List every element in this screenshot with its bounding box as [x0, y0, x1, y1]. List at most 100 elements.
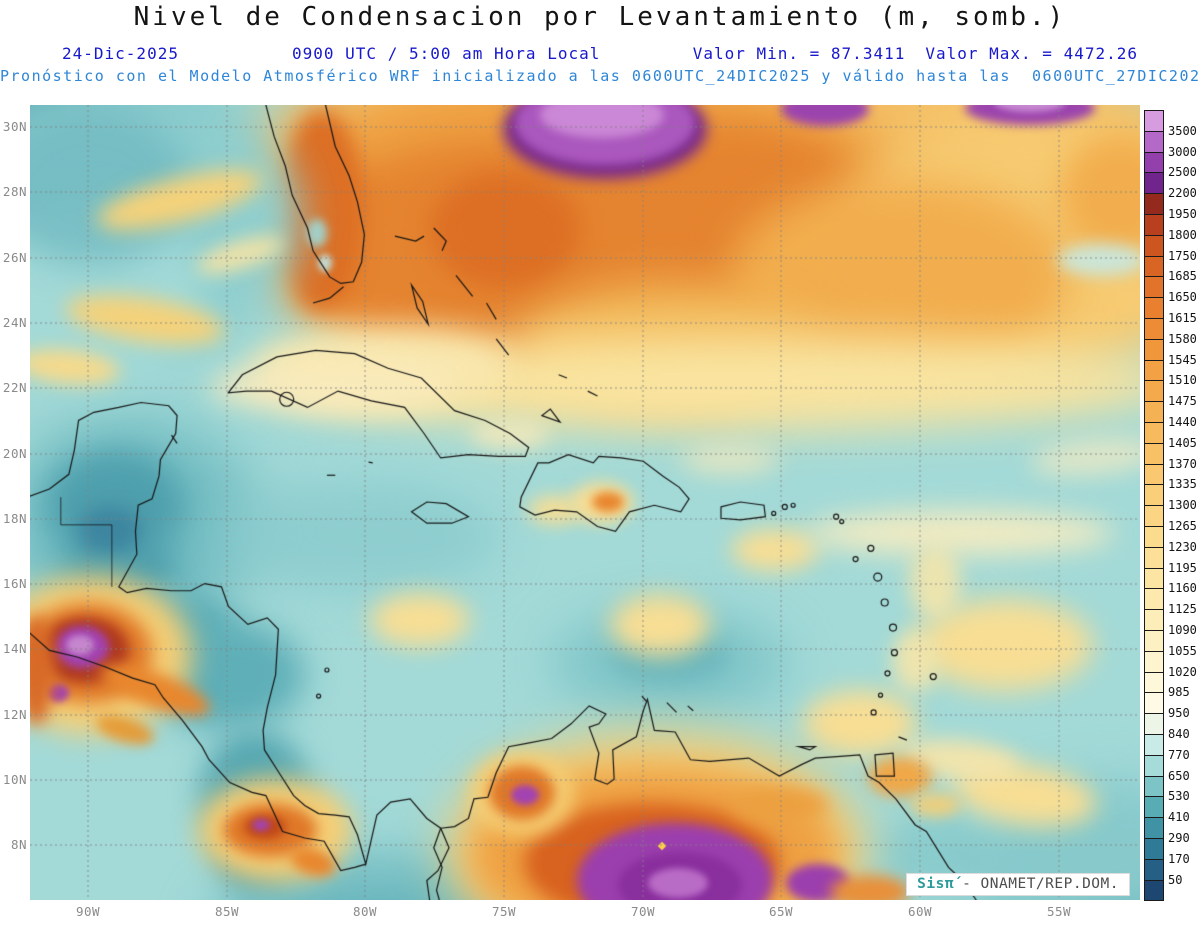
- colorbar-tick-label: 1230: [1168, 539, 1197, 554]
- colorbar-tick-label: 985: [1168, 685, 1190, 700]
- lat-label: 12N: [2, 707, 27, 722]
- attribution-badge: Sisπ́ - ONAMET/REP.DOM.: [906, 873, 1130, 896]
- colorbar-tick-label: 50: [1168, 872, 1183, 887]
- date-label: 24-Dic-2025: [62, 44, 179, 63]
- colorbar-tick-label: 1125: [1168, 602, 1197, 617]
- forecast-line: Pronóstico con el Modelo Atmosférico WRF…: [0, 67, 1200, 85]
- colorbar-segment: [1144, 838, 1164, 860]
- colorbar-tick-label: 1160: [1168, 581, 1197, 596]
- colorbar-segment: [1144, 567, 1164, 590]
- colorbar-tick-label: 1405: [1168, 435, 1197, 450]
- colorbar-segment: [1144, 630, 1164, 652]
- colorbar-segment: [1144, 879, 1164, 902]
- colorbar-segment: [1144, 401, 1164, 423]
- lat-label: 18N: [2, 511, 27, 526]
- colorbar-tick-label: 1090: [1168, 623, 1197, 637]
- page-title: Nivel de Condensacion por Levantamiento …: [133, 2, 1067, 32]
- colorbar-segment: [1144, 193, 1164, 215]
- colorbar-tick-label: 1265: [1168, 519, 1197, 533]
- colorbar-tick-label: 1370: [1168, 456, 1197, 471]
- lat-label: 30N: [2, 119, 27, 134]
- lat-label: 20N: [2, 446, 27, 461]
- lat-label: 24N: [2, 315, 27, 330]
- colorbar-segment: [1144, 754, 1164, 777]
- colorbar-segment: [1144, 526, 1164, 548]
- lon-label: 90W: [75, 904, 101, 919]
- colorbar-segment: [1144, 110, 1164, 132]
- colorbar-segment: [1144, 172, 1164, 195]
- colorbar-tick-label: 1615: [1168, 311, 1197, 325]
- colorbar-segment: [1144, 588, 1164, 611]
- lat-label: 14N: [2, 641, 27, 656]
- time-label: 0900 UTC / 5:00 am Hora Local: [292, 44, 601, 63]
- subheader-row: 24-Dic-2025 0900 UTC / 5:00 am Hora Loca…: [0, 44, 1200, 66]
- colorbar-tick-label: 840: [1168, 727, 1190, 741]
- colorbar-segment: [1144, 234, 1164, 257]
- colorbar-tick-label: 2500: [1168, 165, 1197, 180]
- colorbar-segment: [1144, 505, 1164, 527]
- lat-label: 28N: [2, 184, 27, 199]
- lon-label: 70W: [630, 904, 656, 919]
- colorbar-segment: [1144, 796, 1164, 819]
- colorbar-tick-label: 1055: [1168, 643, 1197, 658]
- colorbar-tick-label: 2200: [1168, 186, 1197, 201]
- colorbar-segment: [1144, 775, 1164, 798]
- colorbar-segment: [1144, 130, 1164, 153]
- colorbar-segment: [1144, 463, 1164, 486]
- colorbar-tick-label: 1685: [1168, 269, 1197, 284]
- colorbar-segment: [1144, 650, 1164, 673]
- lat-label: 8N: [10, 837, 27, 852]
- colorbar-segment: [1144, 442, 1164, 465]
- lon-label: 55W: [1046, 904, 1072, 919]
- lat-label: 16N: [2, 576, 27, 591]
- colorbar-tick-label: 410: [1168, 810, 1190, 825]
- colorbar-segment: [1144, 858, 1164, 881]
- colorbar-tick-label: 1335: [1168, 477, 1197, 492]
- colorbar-tick-label: 1750: [1168, 248, 1197, 263]
- lat-label: 26N: [2, 250, 27, 265]
- colorbar-tick-label: 770: [1168, 747, 1190, 762]
- colorbar-tick-label: 3000: [1168, 144, 1197, 159]
- colorbar-tick-label: 1195: [1168, 560, 1197, 575]
- colorbar-segment: [1144, 734, 1164, 756]
- lon-label: 65W: [768, 904, 794, 919]
- colorbar-tick-label: 650: [1168, 768, 1190, 783]
- colorbar-segment: [1144, 380, 1164, 403]
- colorbar-tick-label: 1440: [1168, 415, 1197, 429]
- lat-label: 10N: [2, 772, 27, 787]
- colorbar-tick-label: 290: [1168, 831, 1190, 845]
- attribution-text: - ONAMET/REP.DOM.: [962, 876, 1119, 892]
- lon-label: 85W: [214, 904, 240, 919]
- colorbar-tick-label: 1510: [1168, 373, 1197, 388]
- colorbar-tick-label: 3500: [1168, 123, 1197, 138]
- colorbar-tick-label: 1020: [1168, 664, 1197, 679]
- max-value-label: Valor Max. = 4472.26: [925, 44, 1138, 63]
- lon-label: 75W: [491, 904, 517, 919]
- colorbar-segment: [1144, 255, 1164, 278]
- colorbar-segment: [1144, 214, 1164, 236]
- colorbar-tick-label: 170: [1168, 851, 1190, 866]
- colorbar-segment: [1144, 817, 1164, 839]
- colorbar-tick-label: 1650: [1168, 290, 1197, 305]
- colorbar-segment: [1144, 713, 1164, 735]
- colorbar-segment: [1144, 692, 1164, 715]
- lon-label: 60W: [907, 904, 933, 919]
- minmax-labels: Valor Min. = 87.3411 Valor Max. = 4472.26: [693, 44, 1138, 63]
- colorbar-tick-label: 1950: [1168, 207, 1197, 221]
- colorbar-tick-label: 950: [1168, 706, 1190, 721]
- colorbar-segment: [1144, 671, 1164, 694]
- colorbar-segment: [1144, 297, 1164, 319]
- colorbar-tick-label: 1300: [1168, 498, 1197, 513]
- colorbar-segment: [1144, 609, 1164, 631]
- colorbar-segment: [1144, 276, 1164, 299]
- colorbar-tick-label: 1800: [1168, 227, 1197, 242]
- sispi-logo: Sisπ́: [917, 876, 955, 892]
- weather-field-canvas: [30, 105, 1140, 900]
- colorbar-segment: [1144, 422, 1164, 444]
- colorbar-tick-label: 1475: [1168, 394, 1197, 409]
- colorbar-segment: [1144, 359, 1164, 382]
- colorbar-segment: [1144, 546, 1164, 569]
- colorbar-segment: [1144, 318, 1164, 340]
- colorbar-tick-label: 1580: [1168, 331, 1197, 346]
